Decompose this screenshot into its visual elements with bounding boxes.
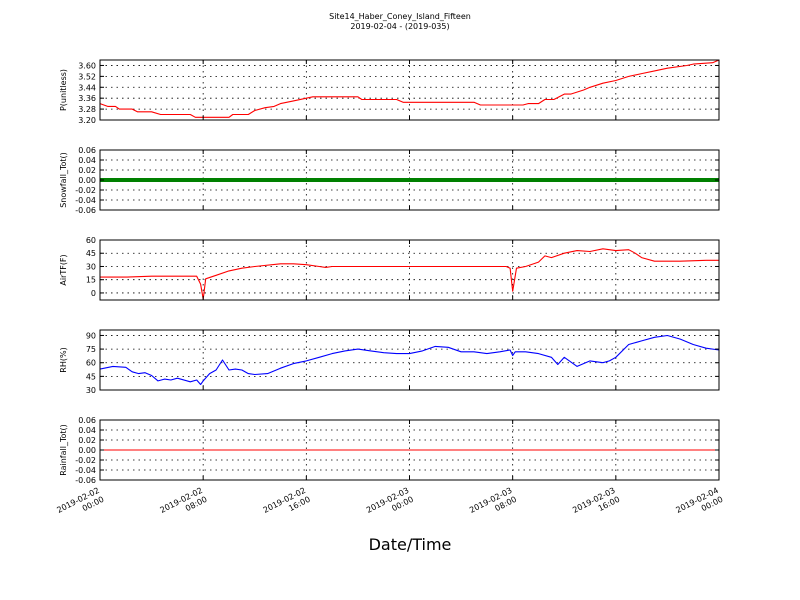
panel-5: -0.06-0.04-0.020.000.020.040.06 Rainfall_…: [59, 416, 720, 485]
y-tick-label: 3.60: [78, 61, 96, 70]
y-tick-label: -0.06: [75, 476, 96, 485]
panels: 3.20 3.28 3.36 3.44 3.52 3.60 P(unitless) -0.06…: [59, 59, 720, 485]
y-tick-label: 3.36: [78, 94, 96, 103]
y-tick-label: 0.06: [78, 146, 96, 155]
series-line: [100, 248, 719, 300]
y-tick-label: 30: [86, 386, 96, 395]
y-tick-label: 0.04: [78, 426, 96, 435]
y-tick-label: -0.06: [75, 206, 96, 215]
y-tick-label: 15: [86, 276, 96, 285]
y-tick-label: 3.52: [78, 72, 96, 81]
y-axis-label: AirTF(F): [59, 254, 68, 285]
panel-3: 0 15 30 45 60 AirTF(F): [59, 236, 720, 301]
y-axis-label: P(unitless): [59, 69, 68, 111]
y-tick-label: -0.04: [75, 466, 96, 475]
y-tick-label: 0: [91, 289, 96, 298]
y-tick-label: 0.00: [78, 446, 96, 455]
y-tick-label: 75: [86, 345, 96, 354]
y-tick-label: 3.28: [78, 105, 96, 114]
y-tick-label: -0.04: [75, 196, 96, 205]
y-axis-label: Snowfall_Tot(): [59, 152, 68, 208]
y-tick-label: 90: [86, 331, 96, 340]
x-axis-label: Date/Time: [369, 535, 452, 554]
panel-4: 30 45 60 75 90 RH(%): [59, 329, 720, 395]
panel-1: 3.20 3.28 3.36 3.44 3.52 3.60 P(unitless): [59, 59, 720, 125]
y-tick-label: 3.20: [78, 116, 96, 125]
y-tick-label: 0.02: [78, 166, 96, 175]
y-tick-label: 0.06: [78, 416, 96, 425]
figure-subtitle: 2019-02-04 - (2019-035): [350, 22, 449, 31]
y-tick-label: 60: [86, 359, 96, 368]
y-tick-label: -0.02: [75, 456, 96, 465]
y-tick-label: 30: [86, 262, 96, 271]
y-tick-label: 45: [86, 249, 96, 258]
y-tick-label: 3.44: [78, 83, 96, 92]
series-line: [99, 334, 720, 386]
y-axis-label: Rainfall_Tot(): [59, 424, 68, 476]
panel-2: -0.06-0.04-0.020.000.020.040.06 Snowfall_…: [59, 146, 720, 215]
y-tick-label: 0.04: [78, 156, 96, 165]
y-tick-label: -0.02: [75, 186, 96, 195]
figure-title: Site14_Haber_Coney_Island_Fifteen: [329, 12, 471, 21]
y-tick-label: 45: [86, 372, 96, 381]
y-tick-label: 60: [86, 236, 96, 245]
y-axis-label: RH(%): [59, 347, 68, 372]
y-tick-label: 0.02: [78, 436, 96, 445]
y-tick-label: 0.00: [78, 176, 96, 185]
series-line: [99, 59, 720, 118]
